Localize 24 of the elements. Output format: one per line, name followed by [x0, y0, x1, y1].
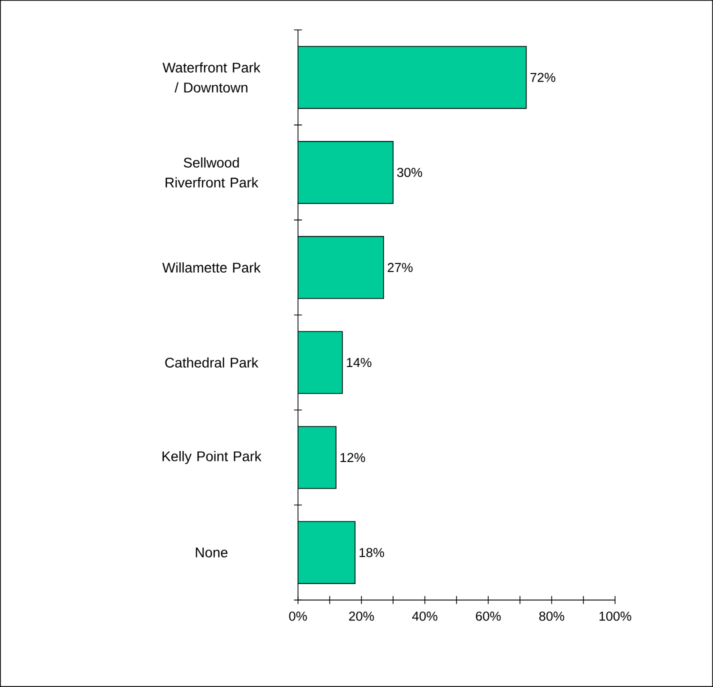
- x-tick-label: 20%: [349, 612, 374, 621]
- x-tick-label: 60%: [476, 612, 501, 621]
- data-label: 14%: [346, 358, 372, 368]
- y-tick-label: Waterfront Park / Downtown: [162, 62, 260, 92]
- bar: [298, 236, 384, 299]
- data-label: 12%: [340, 452, 366, 462]
- bar: [298, 46, 527, 109]
- x-tick-label: 40%: [412, 612, 438, 621]
- y-tick-label: Cathedral Park: [165, 357, 258, 368]
- y-tick-label: Sellwood Riverfront Park: [166, 157, 258, 188]
- data-label: 72%: [530, 72, 556, 82]
- bar: [298, 521, 356, 584]
- bar: [298, 331, 343, 394]
- y-tick-label: Willamette Park: [162, 262, 261, 273]
- data-label: 30%: [397, 168, 422, 178]
- bar: [298, 141, 394, 204]
- bar: [298, 426, 336, 489]
- x-tick-label: 100%: [600, 612, 632, 621]
- y-tick-label: None: [196, 548, 228, 558]
- x-tick-label: 80%: [539, 612, 564, 621]
- data-label: 27%: [388, 262, 413, 272]
- data-label: 18%: [360, 548, 384, 558]
- x-tick-label: 0%: [289, 612, 307, 621]
- y-tick-label: Kelly Point Park: [162, 451, 262, 464]
